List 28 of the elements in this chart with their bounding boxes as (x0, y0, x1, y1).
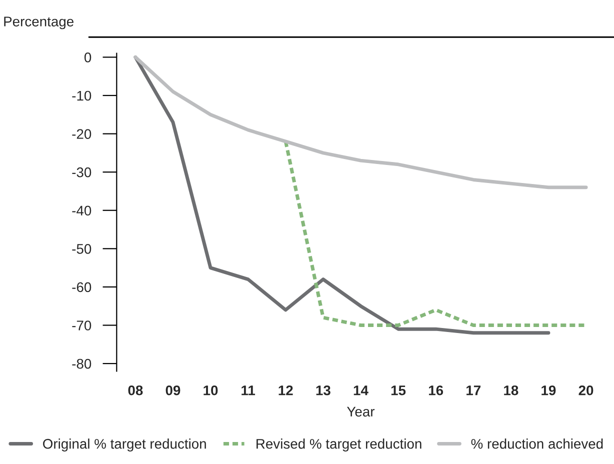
x-tick-label: 17 (466, 386, 480, 396)
legend-label: % reduction achieved (471, 438, 603, 449)
y-tick-label: -20 (72, 129, 92, 139)
x-axis-title: Year (346, 406, 375, 417)
x-tick-label: 12 (278, 385, 293, 396)
y-tick-label: -60 (72, 282, 92, 292)
x-tick-label: 08 (128, 385, 143, 396)
y-tick-label: -70 (72, 320, 92, 330)
y-tick-label: -50 (72, 244, 92, 254)
line-series (134, 55, 588, 190)
y-tick-label: -40 (72, 206, 92, 216)
x-tick-label: 18 (504, 385, 518, 396)
y-tick-label: -30 (72, 167, 92, 178)
x-tick-label: 10 (204, 385, 218, 396)
x-tick-label: 19 (542, 385, 556, 396)
x-tick-label: 11 (242, 386, 256, 396)
y-axis-title: Percentage (4, 16, 74, 30)
y-tick-label: -10 (72, 90, 92, 101)
x-tick-label: 14 (354, 386, 368, 396)
y-tick-label: 0 (84, 52, 92, 62)
x-tick-label: 13 (316, 385, 330, 396)
x-tick-label: 15 (391, 386, 406, 396)
x-tick-label: 16 (428, 385, 444, 396)
legend-label: Revised % target reduction (256, 438, 422, 452)
x-tick-label: 09 (166, 385, 180, 396)
legend-label: Original % target reduction (43, 438, 206, 452)
x-tick-label: 20 (578, 385, 594, 396)
y-tick-label: -80 (72, 358, 92, 369)
